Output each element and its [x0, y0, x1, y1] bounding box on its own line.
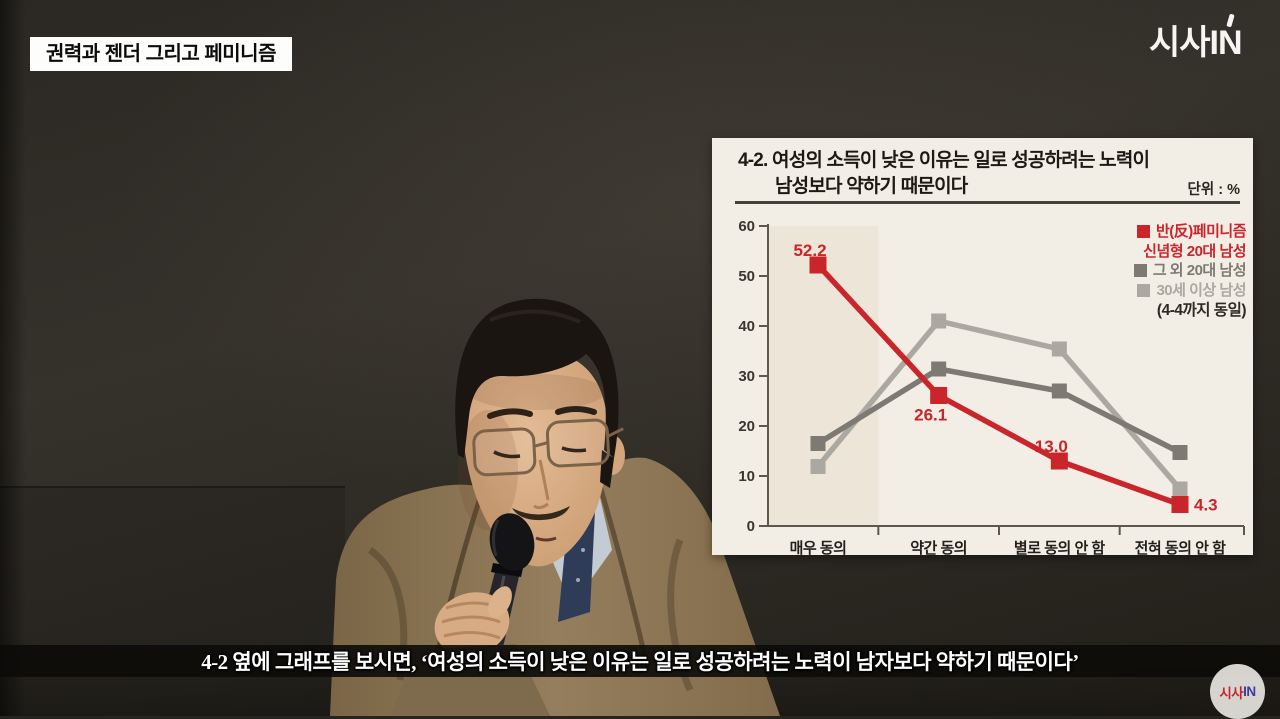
y-tick-label: 0: [747, 518, 755, 535]
value-label: 13.0: [1035, 437, 1068, 456]
channel-logo-text: 시사IN: [1149, 24, 1243, 62]
legend-note: (4-4까지 동일): [1156, 302, 1247, 319]
data-point-marker: [810, 436, 826, 451]
legend-label: 30세 이상 남성: [1156, 281, 1246, 299]
legend-label: 신념형 20대 남성: [1143, 242, 1246, 260]
data-point-marker: [1171, 496, 1189, 513]
y-tick-label: 40: [738, 318, 755, 335]
highlight-band: [768, 226, 879, 526]
value-label: 52.2: [793, 241, 826, 260]
data-point-marker: [1051, 383, 1067, 399]
legend-row: 반(反)페미니즘: [1137, 222, 1247, 242]
legend-swatch: [1133, 264, 1147, 278]
chart-plot: 0 10 20 30 40 50 60 매우 동의 약간 동의 별로 동의 안 함 전혀 동의 안 …: [738, 218, 1245, 555]
stage-floor-shadow: [0, 488, 345, 716]
chart-title-rule: [735, 201, 1240, 204]
speaker-mustache-mouth: [512, 506, 570, 542]
data-point-marker: [931, 361, 947, 377]
legend-row: 30세 이상 남성: [1137, 281, 1246, 301]
legend-label: 반(反)페미니즘: [1156, 223, 1247, 240]
value-label: 4.3: [1194, 496, 1218, 515]
speaker-glasses: [472, 418, 624, 477]
x-category-label: 전혀 동의 안 함: [1135, 539, 1227, 555]
legend-row: 그 외 20대 남성: [1133, 261, 1247, 281]
legend-swatch: [1137, 225, 1150, 239]
x-category-label: 약간 동의: [910, 539, 967, 555]
stage-edge-line: [0, 486, 345, 488]
y-tick-label: 50: [738, 268, 755, 285]
topic-banner: 권력과 젠더 그리고 페미니즘: [30, 37, 292, 71]
speaker-hair: [455, 298, 619, 488]
speaker-eyebrows: [487, 406, 597, 419]
legend-row: 신념형 20대 남성: [1143, 242, 1246, 262]
chart-title-line1: 4-2. 여성의 소득이 낮은 이유는 일로 성공하려는 노력이: [738, 150, 1150, 171]
speaker-eyes-nose: [493, 446, 587, 510]
legend-label: 그 외 20대 남성: [1152, 262, 1247, 279]
x-category-label: 별로 동의 안 함: [1014, 539, 1106, 555]
subtitle-bar: 4-2 옆에 그래프를 보시면, ‘여성의 소득이 낮은 이유는 일로 성공하려…: [0, 645, 1280, 677]
left-vignette: [0, 0, 26, 716]
y-tick-label: 60: [738, 218, 755, 235]
data-point-marker: [1050, 452, 1068, 470]
speaker-hand: [434, 586, 512, 656]
data-point-marker: [1051, 341, 1067, 357]
channel-logo: 시사IN: [1149, 13, 1243, 64]
series-line: [815, 263, 1181, 508]
chart-title-line2: 남성보다 약하기 때문이다: [775, 176, 968, 197]
data-point-marker: [931, 313, 947, 329]
chart-title: 4-2. 여성의 소득이 낮은 이유는 일로 성공하려는 노력이 남성보다 약하…: [738, 148, 1150, 200]
series-line: [816, 366, 1182, 455]
channel-badge-red-text: 시사: [1219, 685, 1244, 701]
y-tick-label: 20: [738, 418, 755, 435]
data-point-marker: [930, 387, 948, 404]
data-point-marker: [810, 459, 826, 474]
data-point-marker: [809, 256, 827, 274]
value-label: 26.1: [914, 406, 947, 425]
legend-swatch: [1137, 283, 1151, 297]
channel-badge-blue-text: IN: [1243, 684, 1256, 699]
channel-badge: 시사 IN: [1210, 664, 1265, 719]
y-tick-label: 30: [738, 368, 755, 385]
data-point-marker: [1172, 445, 1188, 460]
y-tick-label: 10: [738, 468, 755, 485]
chart-unit-label: 단위 : %: [1187, 182, 1240, 198]
subtitle-text: 4-2 옆에 그래프를 보시면, ‘여성의 소득이 낮은 이유는 일로 성공하려…: [201, 650, 1079, 674]
data-point-marker: [1172, 481, 1188, 497]
survey-chart-panel: 4-2. 여성의 소득이 낮은 이유는 일로 성공하려는 노력이 남성보다 약하…: [712, 138, 1253, 555]
speaker-photo: [330, 298, 780, 716]
x-category-label: 매우 동의: [790, 539, 847, 555]
